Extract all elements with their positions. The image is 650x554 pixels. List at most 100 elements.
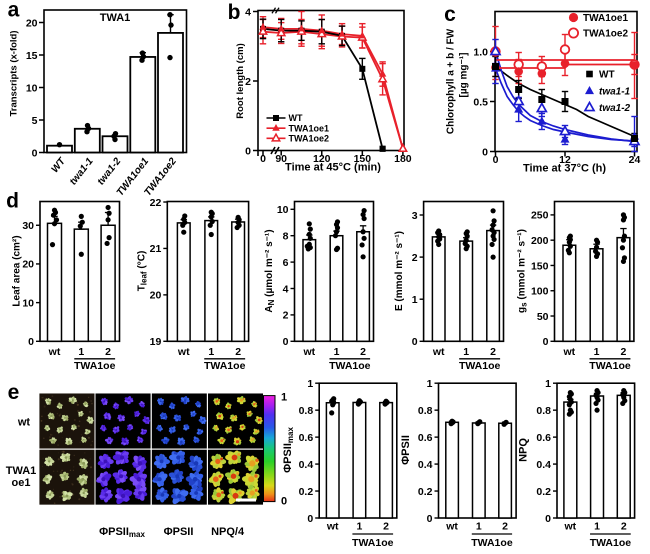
svg-text:0: 0 — [482, 146, 488, 158]
svg-text:1: 1 — [334, 346, 340, 358]
svg-text:TWA1oe1: TWA1oe1 — [289, 123, 330, 133]
svg-text:120: 120 — [313, 153, 331, 165]
svg-text:1.0: 1.0 — [473, 46, 488, 58]
svg-text:24: 24 — [629, 154, 641, 166]
svg-text:TWA1oe: TWA1oe — [471, 537, 513, 549]
svg-text:ΦPSIImax: ΦPSIImax — [282, 427, 295, 473]
svg-text:0: 0 — [28, 336, 34, 348]
svg-text:0: 0 — [427, 513, 433, 525]
svg-text:Root length (cm): Root length (cm) — [235, 43, 246, 118]
svg-text:wt: wt — [326, 521, 339, 533]
svg-text:1: 1 — [476, 521, 482, 533]
svg-text:2: 2 — [412, 252, 418, 264]
svg-text:AN (µmol m⁻² s⁻¹): AN (µmol m⁻² s⁻¹) — [264, 229, 276, 312]
svg-text:6: 6 — [283, 257, 289, 269]
svg-text:4: 4 — [283, 283, 289, 295]
svg-text:2: 2 — [621, 346, 627, 358]
svg-text:0: 0 — [493, 154, 499, 166]
svg-text:2: 2 — [245, 76, 251, 88]
svg-text:5: 5 — [32, 115, 38, 127]
svg-text:10: 10 — [277, 204, 289, 216]
svg-text:2: 2 — [490, 346, 496, 358]
svg-text:WT: WT — [289, 113, 303, 123]
svg-text:Time at 45°C (min): Time at 45°C (min) — [285, 162, 381, 174]
svg-text:2: 2 — [502, 521, 508, 533]
svg-text:twa1-2: twa1-2 — [599, 103, 631, 114]
svg-text:10: 10 — [22, 297, 34, 309]
svg-text:d: d — [6, 190, 19, 213]
svg-text:Time at 37°C (h): Time at 37°C (h) — [523, 163, 606, 175]
svg-text:WT: WT — [599, 70, 615, 81]
svg-text:ΦPSII: ΦPSII — [164, 526, 194, 538]
svg-text:TWA1oe2: TWA1oe2 — [289, 134, 330, 144]
svg-text:1: 1 — [78, 346, 84, 358]
svg-text:0.8: 0.8 — [418, 405, 433, 417]
svg-text:gs (mmol m⁻² s⁻¹): gs (mmol m⁻² s⁻¹) — [517, 229, 529, 313]
svg-text:0.4: 0.4 — [299, 459, 314, 471]
svg-text:wt: wt — [302, 346, 315, 358]
svg-text:TWA1oe: TWA1oe — [204, 360, 246, 372]
svg-text:1: 1 — [463, 346, 469, 358]
svg-text:21: 21 — [150, 243, 162, 255]
svg-text:12: 12 — [559, 154, 571, 166]
svg-text:200: 200 — [531, 235, 549, 247]
svg-text:0.2: 0.2 — [299, 486, 314, 498]
svg-text:0: 0 — [281, 496, 287, 508]
svg-text:wt: wt — [563, 346, 576, 358]
svg-text:TWA1oe: TWA1oe — [589, 360, 631, 372]
svg-text:Leaf area (cm²): Leaf area (cm²) — [12, 235, 23, 306]
svg-text:15: 15 — [26, 50, 38, 62]
svg-text:NPQ: NPQ — [518, 438, 530, 462]
svg-text:20: 20 — [150, 290, 162, 302]
svg-text:2: 2 — [383, 521, 389, 533]
svg-text:1: 1 — [412, 294, 418, 306]
svg-text:1: 1 — [594, 346, 600, 358]
svg-text:TWA1oe: TWA1oe — [352, 537, 394, 549]
svg-text:2: 2 — [105, 346, 111, 358]
svg-text:1: 1 — [594, 521, 600, 533]
svg-text:3: 3 — [412, 210, 418, 222]
svg-text:0: 0 — [412, 336, 418, 348]
svg-text:2: 2 — [283, 310, 289, 322]
svg-text:90: 90 — [275, 153, 287, 165]
svg-text:30: 30 — [22, 220, 34, 232]
svg-text:0: 0 — [307, 513, 313, 525]
svg-text:Tleaf (°C): Tleaf (°C) — [137, 251, 149, 292]
svg-text:Transcripts (x-fold): Transcripts (x-fold) — [9, 30, 20, 116]
svg-text:0.8: 0.8 — [299, 405, 314, 417]
svg-text:0.5: 0.5 — [473, 96, 488, 108]
svg-text:[µg mg⁻¹]: [µg mg⁻¹] — [459, 53, 470, 98]
svg-text:oe1: oe1 — [12, 477, 31, 489]
svg-text:1: 1 — [545, 378, 551, 390]
svg-text:250: 250 — [531, 210, 549, 222]
svg-text:1: 1 — [307, 378, 313, 390]
svg-text:0.2: 0.2 — [536, 486, 551, 498]
svg-text:ΦPSIImax: ΦPSIImax — [99, 526, 145, 539]
svg-text:2: 2 — [621, 521, 627, 533]
svg-text:20: 20 — [22, 259, 34, 271]
svg-text:TWA1oe: TWA1oe — [329, 360, 371, 372]
svg-text:50: 50 — [537, 311, 549, 323]
svg-text:10: 10 — [26, 82, 38, 94]
svg-text:TWA1oe: TWA1oe — [590, 537, 632, 549]
svg-text:TWA1oe1: TWA1oe1 — [583, 13, 628, 24]
svg-text:2: 2 — [360, 346, 366, 358]
svg-text:180: 180 — [394, 153, 412, 165]
svg-text:ΦPSII: ΦPSII — [400, 435, 412, 465]
svg-text:1: 1 — [427, 378, 433, 390]
svg-text:wt: wt — [432, 346, 445, 358]
svg-text:4: 4 — [245, 6, 251, 18]
svg-text:1: 1 — [208, 346, 214, 358]
svg-text:wt: wt — [445, 521, 458, 533]
svg-text:c: c — [444, 3, 456, 26]
svg-text:1: 1 — [281, 392, 287, 404]
svg-text:0: 0 — [245, 145, 251, 157]
svg-text:wt: wt — [17, 417, 31, 429]
svg-text:0: 0 — [283, 336, 289, 348]
svg-text:0.2: 0.2 — [418, 486, 433, 498]
svg-text:a: a — [8, 0, 20, 22]
svg-text:wt: wt — [48, 346, 61, 358]
svg-text:100: 100 — [531, 286, 549, 298]
svg-text:0.4: 0.4 — [418, 459, 433, 471]
svg-text:wt: wt — [564, 521, 577, 533]
